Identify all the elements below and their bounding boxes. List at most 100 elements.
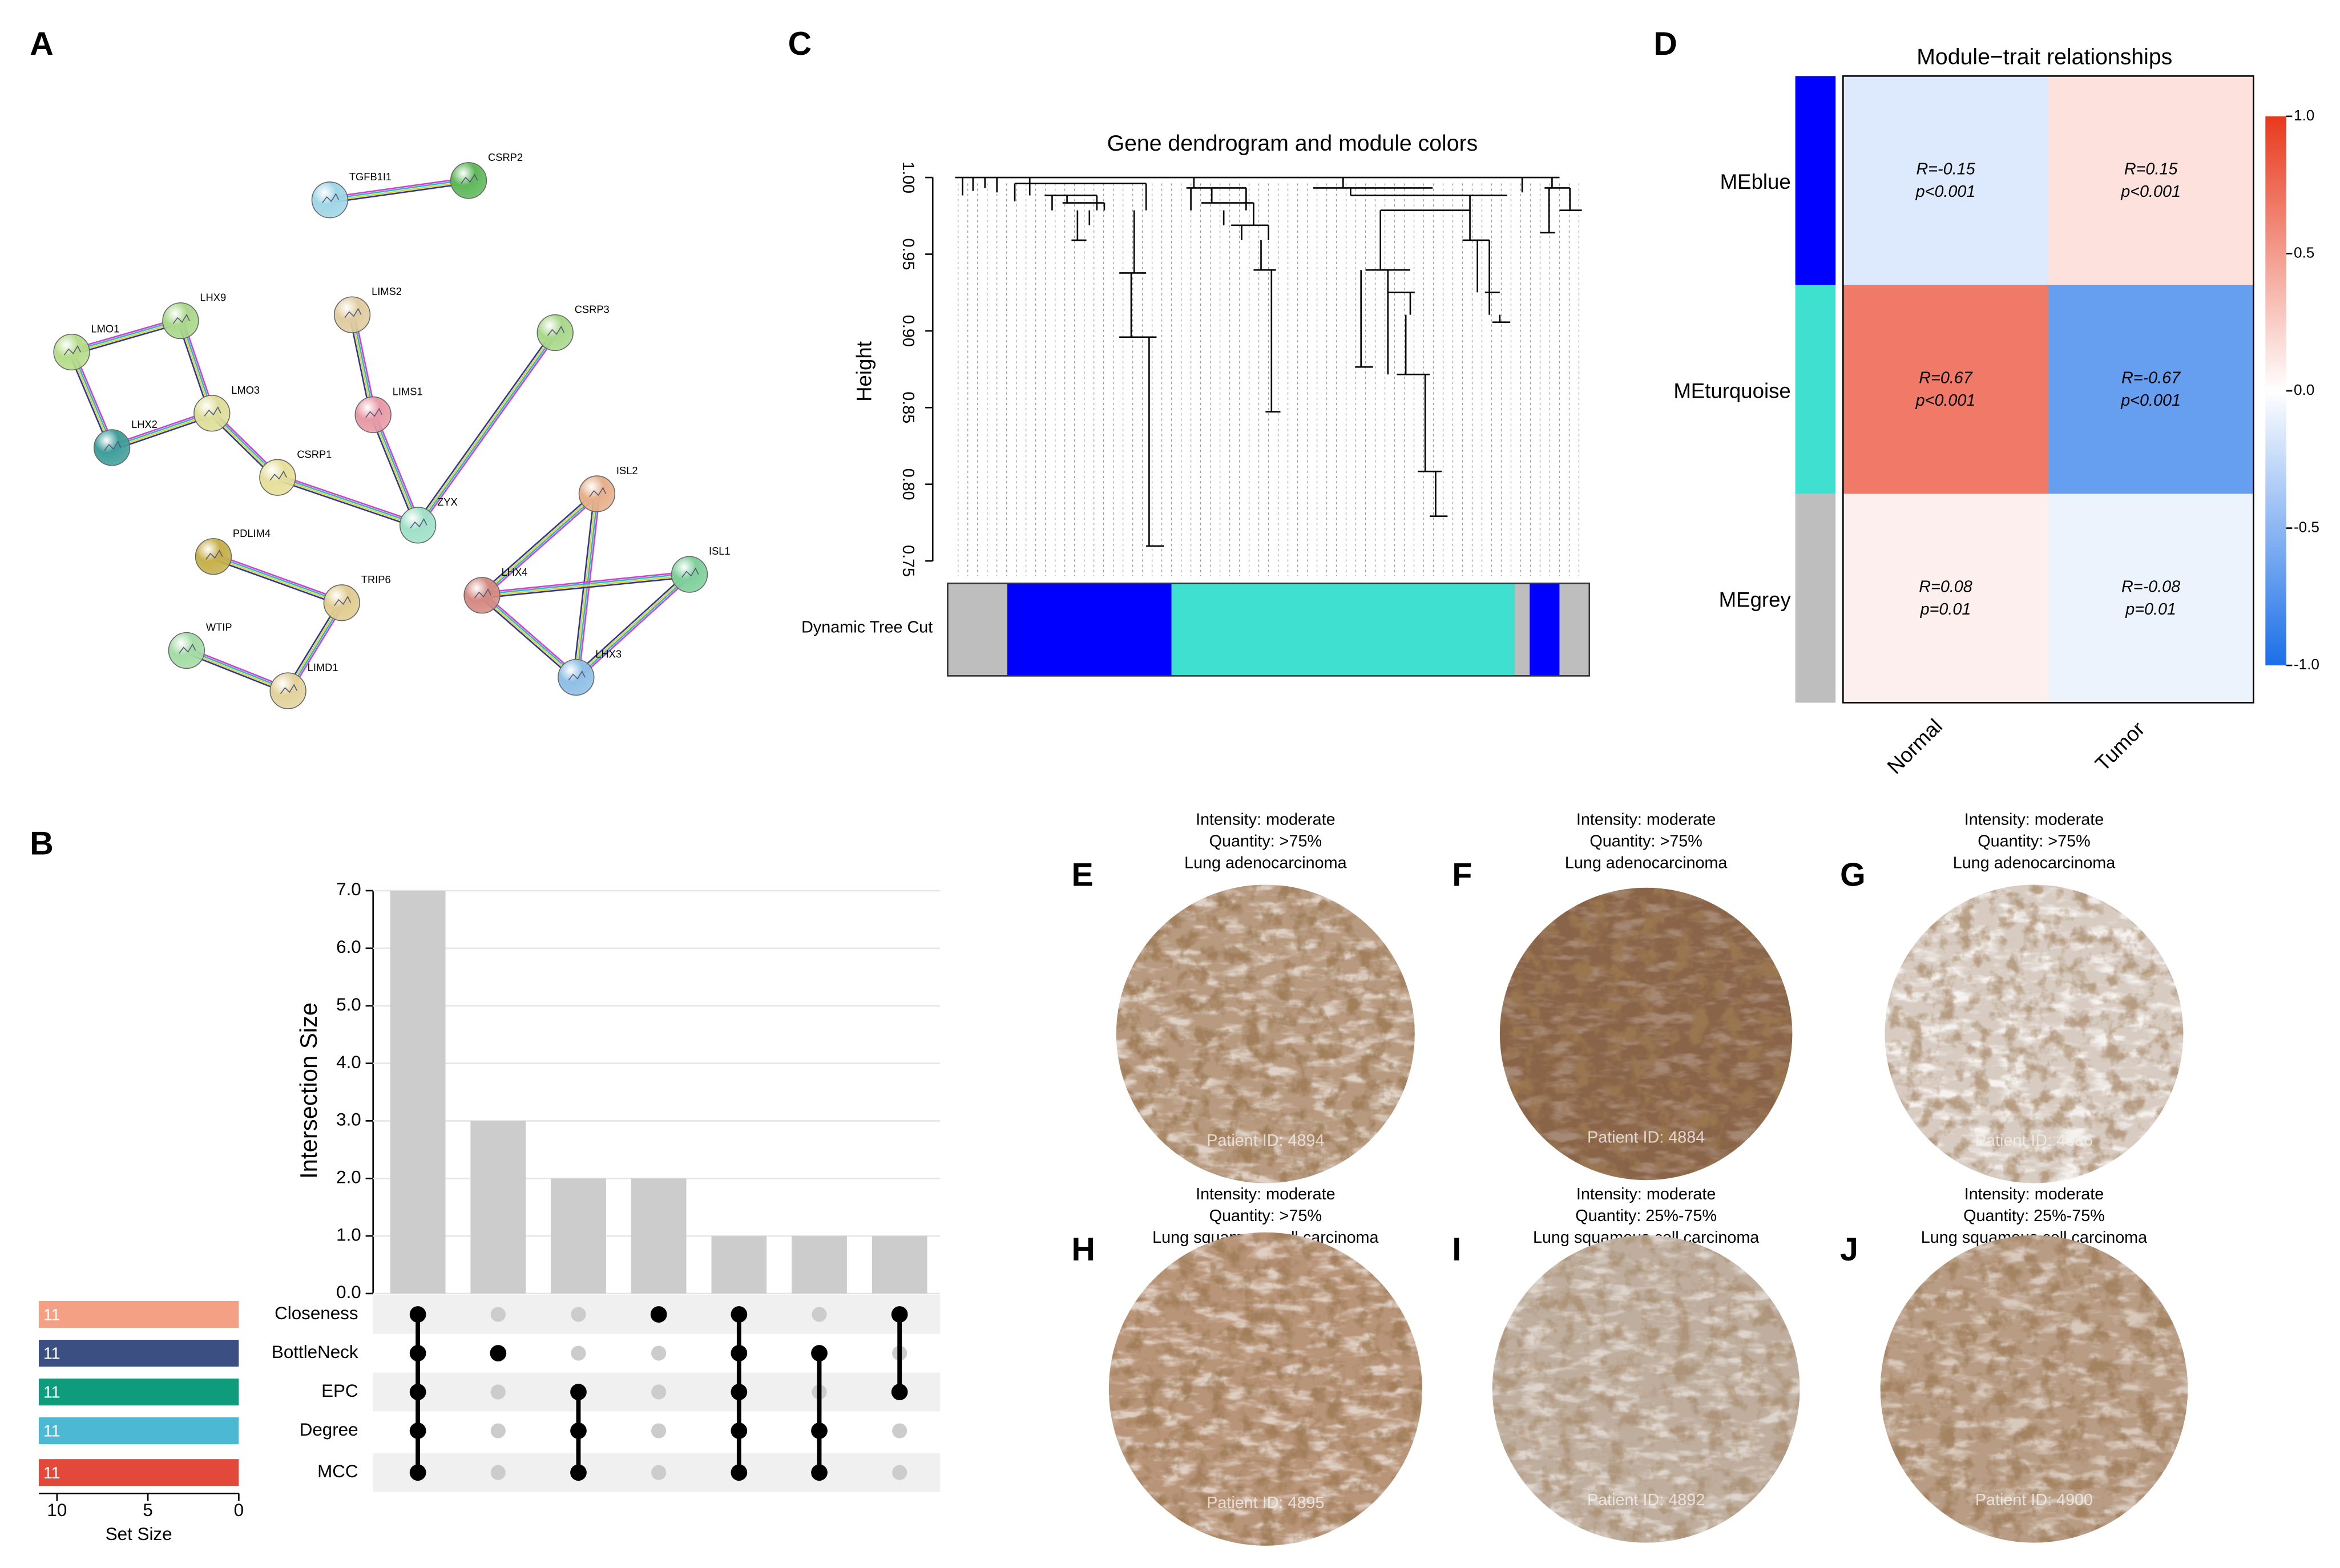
cell-r-label: R=-0.15 <box>1916 160 1975 179</box>
node-structure <box>681 567 699 578</box>
module-track-frame <box>947 583 1591 677</box>
dendrogram <box>955 176 1582 547</box>
node-structure <box>204 406 221 417</box>
cell-p-label: p<0.001 <box>1915 391 1976 410</box>
empty-dot <box>490 1423 506 1438</box>
bar <box>390 890 446 1294</box>
tissue-type: Lung adenocarcinoma <box>1953 854 2116 872</box>
quantity: Quantity: >75% <box>1978 833 2090 851</box>
node-label: LMO3 <box>231 384 260 396</box>
panel-letter: H <box>1071 1231 1095 1268</box>
patient-id: Patient ID: 4884 <box>1587 1129 1705 1147</box>
tissue-stain <box>1116 884 1415 1183</box>
network-edge <box>212 556 342 605</box>
network-edge <box>329 180 469 202</box>
network-edge <box>370 415 416 527</box>
node-structure <box>474 588 491 599</box>
node-label: ZYX <box>437 496 458 508</box>
network-edge <box>574 572 688 676</box>
network-edge <box>72 322 182 355</box>
network-edge <box>372 414 418 526</box>
node-structure <box>205 549 223 560</box>
column-label: Tumor <box>2091 717 2149 776</box>
membership-dot <box>891 1384 908 1400</box>
tissue-type: Lung adenocarcinoma <box>1184 854 1347 872</box>
network-edge <box>278 474 419 524</box>
empty-dot <box>892 1465 907 1480</box>
cell-r-label: R=-0.08 <box>2121 578 2180 596</box>
row-label: MEblue <box>1720 170 1791 193</box>
x-tick-label: 10 <box>47 1500 67 1520</box>
patient-id: Patient ID: 4894 <box>1207 1131 1324 1150</box>
intensity: Intensity: moderate <box>1576 1185 1716 1203</box>
membership-dot <box>891 1306 908 1323</box>
y-tick-label: 0.95 <box>899 239 917 270</box>
intensity: Intensity: moderate <box>1196 1185 1336 1203</box>
heat-cell <box>2048 76 2254 285</box>
module-segment <box>947 583 1007 676</box>
empty-dot <box>651 1423 667 1438</box>
empty-dot <box>812 1307 827 1322</box>
row-label: MEgrey <box>1719 588 1792 611</box>
patient-id: Patient ID: 4886 <box>1975 1131 2093 1150</box>
quantity: Quantity: >75% <box>1589 833 1702 851</box>
network-edge <box>479 491 596 594</box>
tissue-stain <box>1880 1235 2188 1543</box>
intensity: Intensity: moderate <box>1964 1185 2104 1203</box>
bar <box>631 1178 687 1294</box>
membership-dot <box>409 1422 426 1439</box>
set-size-label: 11 <box>43 1306 60 1324</box>
module-segment <box>1171 583 1515 676</box>
empty-dot <box>651 1465 667 1480</box>
node-label: LHX2 <box>131 418 158 430</box>
heat-cell <box>1843 494 2048 703</box>
intensity: Intensity: moderate <box>1964 811 2104 829</box>
panel-letter: F <box>1452 857 1472 894</box>
node-structure <box>280 684 298 694</box>
panel-letter: J <box>1840 1231 1858 1268</box>
row-label: MEturquoise <box>1673 379 1790 402</box>
empty-dot <box>651 1345 667 1361</box>
panel-letter: A <box>30 26 54 62</box>
network-edge <box>329 177 469 198</box>
empty-dot <box>571 1345 586 1361</box>
empty-dot <box>571 1307 586 1322</box>
bar <box>872 1236 927 1294</box>
node-structure <box>322 193 340 204</box>
node-structure <box>410 518 427 529</box>
node-label: LIMS2 <box>372 285 402 297</box>
cell-r-label: R=0.67 <box>1919 369 1973 387</box>
empty-dot <box>892 1423 907 1438</box>
intensity: Intensity: moderate <box>1576 811 1716 829</box>
node-structure <box>461 173 478 184</box>
network-edge <box>277 477 418 527</box>
chart-title: Gene dendrogram and module colors <box>1107 131 1478 156</box>
colorbar <box>2265 116 2286 666</box>
node-structure <box>365 407 383 418</box>
node-label: LMO1 <box>91 323 120 335</box>
y-tick-label: 0.85 <box>899 391 917 423</box>
set-label: Closeness <box>275 1303 358 1323</box>
network-edge <box>70 317 180 350</box>
membership-dot <box>409 1345 426 1361</box>
node-structure <box>568 670 586 681</box>
y-tick-label: 1.0 <box>336 1225 361 1244</box>
network-edge <box>483 495 599 598</box>
bar <box>551 1178 606 1294</box>
cell-r-label: R=0.08 <box>1919 578 1972 596</box>
set-size-bar <box>38 1417 239 1445</box>
network-edge <box>577 576 692 680</box>
heat-cell <box>1843 76 2048 285</box>
cell-p-label: p<0.001 <box>2120 183 2181 201</box>
network-edge <box>213 555 342 603</box>
colorbar-label: -1.0 <box>2294 656 2319 673</box>
patient-id: Patient ID: 4892 <box>1587 1491 1705 1509</box>
set-size-label: 11 <box>43 1464 60 1482</box>
network-edge <box>329 179 469 200</box>
bar <box>711 1236 767 1294</box>
column-label: Normal <box>1883 714 1947 778</box>
cell-r-label: R=-0.67 <box>2121 369 2181 387</box>
set-size-bar <box>38 1301 239 1328</box>
module-segment <box>1515 583 1530 676</box>
